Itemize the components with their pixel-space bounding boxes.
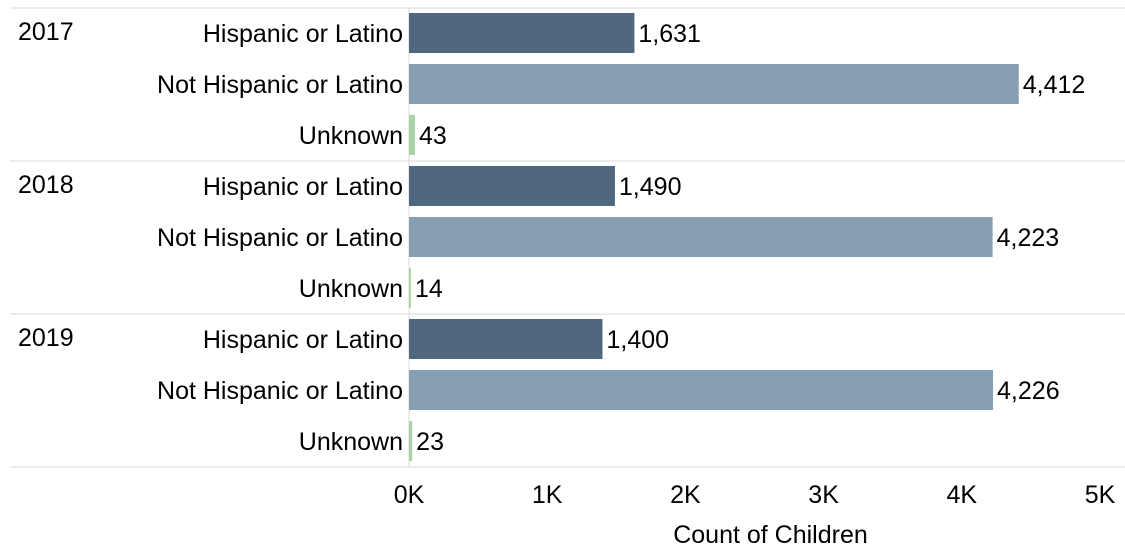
bar-hispanic-or-latino: [409, 13, 635, 53]
bar-not-hispanic-or-latino: [409, 370, 994, 410]
group-year-label: 2018: [18, 171, 74, 199]
category-label: Unknown: [299, 122, 403, 150]
category-label: Not Hispanic or Latino: [157, 377, 403, 405]
category-label: Not Hispanic or Latino: [157, 71, 403, 99]
category-label: Hispanic or Latino: [203, 173, 403, 201]
category-label: Unknown: [299, 428, 403, 456]
bar-unknown: [409, 115, 415, 155]
bar-unknown: [409, 268, 411, 308]
data-label: 1,490: [619, 173, 682, 201]
x-tick-label: 3K: [808, 481, 839, 509]
x-tick-label: 1K: [532, 481, 563, 509]
data-label: 4,226: [997, 377, 1060, 405]
group-year-label: 2019: [18, 324, 74, 352]
x-axis-title: Count of Children: [673, 521, 868, 547]
x-tick-label: 5K: [1085, 481, 1116, 509]
group-year-label: 2017: [18, 18, 74, 46]
category-label: Hispanic or Latino: [203, 326, 403, 354]
bar-hispanic-or-latino: [409, 166, 615, 206]
bar-hispanic-or-latino: [409, 319, 603, 359]
data-label: 23: [416, 428, 444, 456]
x-tick-label: 0K: [394, 481, 425, 509]
data-label: 4,223: [997, 224, 1060, 252]
data-label: 14: [415, 275, 443, 303]
data-label: 43: [419, 122, 447, 150]
x-tick-label: 4K: [947, 481, 978, 509]
category-label: Hispanic or Latino: [203, 20, 403, 48]
bar-not-hispanic-or-latino: [409, 64, 1019, 104]
data-label: 1,631: [638, 20, 701, 48]
bar-not-hispanic-or-latino: [409, 217, 993, 257]
bar-unknown: [409, 421, 413, 461]
x-tick-label: 2K: [670, 481, 701, 509]
data-label: 4,412: [1023, 71, 1086, 99]
category-label: Unknown: [299, 275, 403, 303]
data-label: 1,400: [606, 326, 669, 354]
category-label: Not Hispanic or Latino: [157, 224, 403, 252]
